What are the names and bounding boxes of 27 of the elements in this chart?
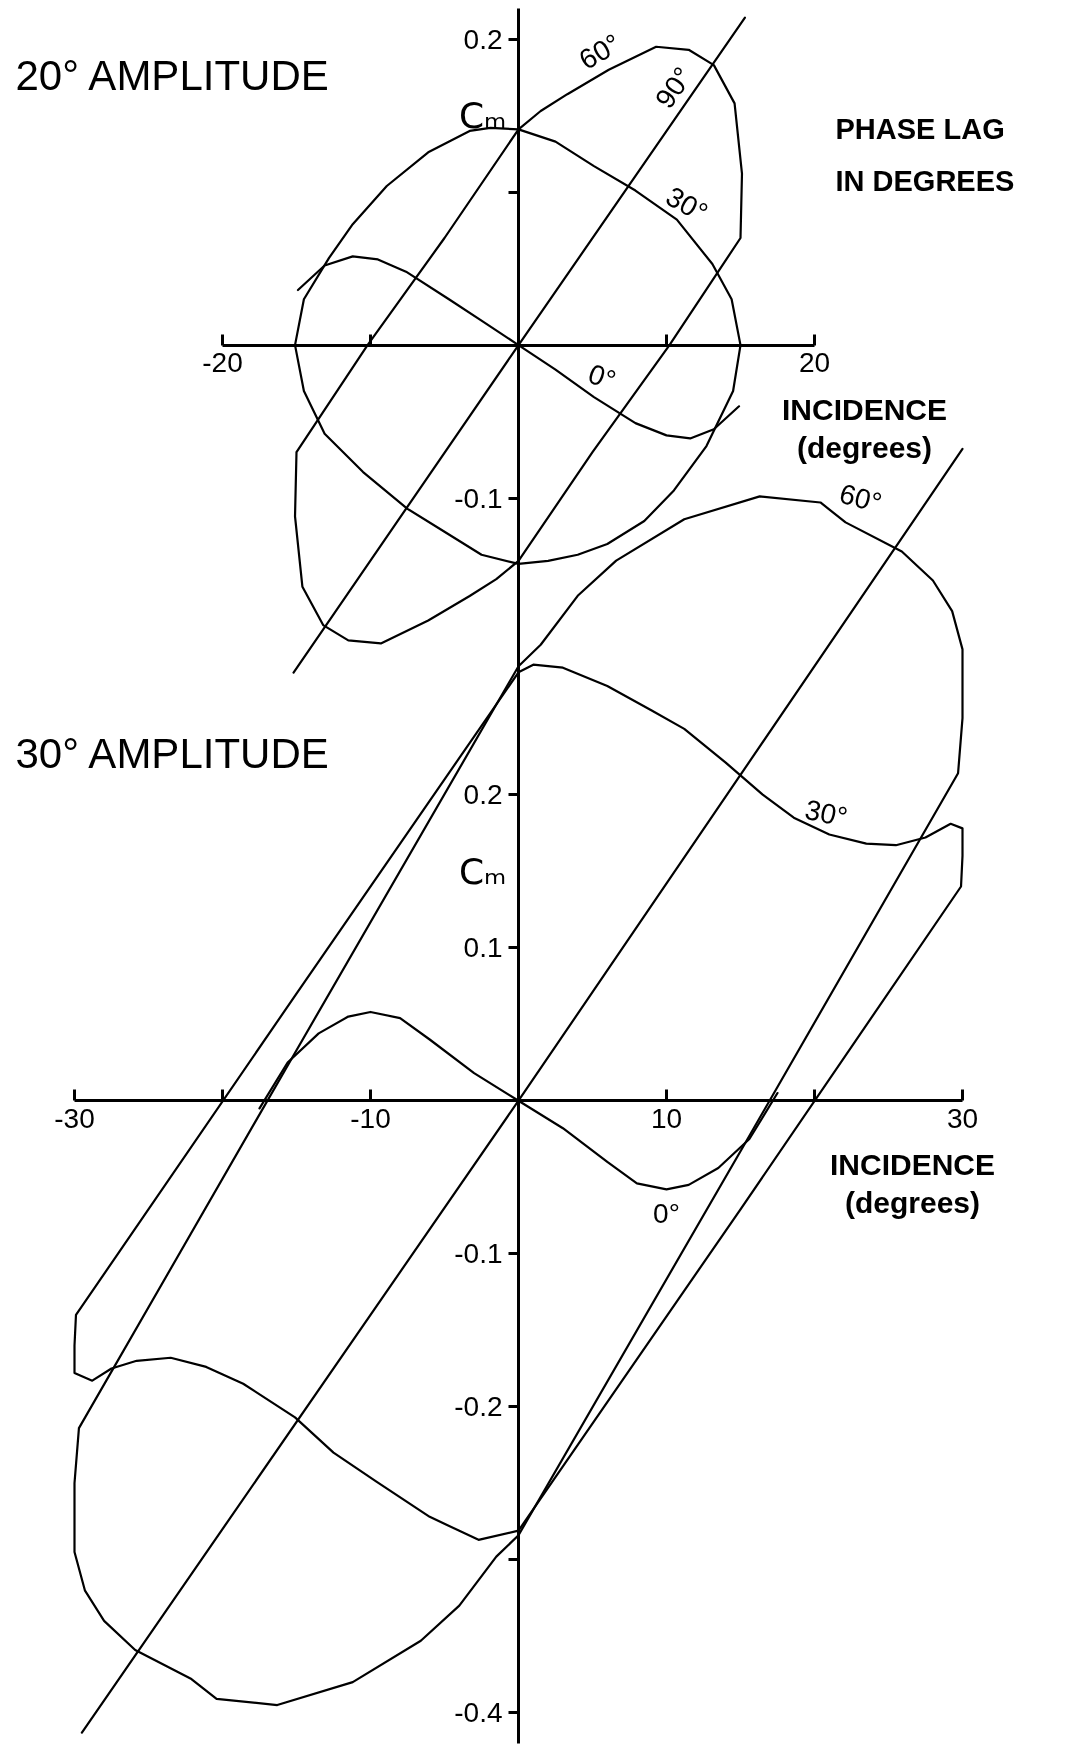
y-axis-title: Cₘ — [458, 95, 507, 137]
y-tick-label: -0.4 — [454, 1697, 503, 1729]
text: 0° — [584, 357, 620, 397]
y-tick-label: -0.2 — [454, 1391, 503, 1423]
y-tick-label: 0.2 — [463, 779, 503, 811]
x-axis-title: INCIDENCE (degrees) — [781, 392, 948, 464]
x-tick-label: 10 — [650, 1102, 683, 1134]
x-axis-title: INCIDENCE (degrees) — [829, 1148, 996, 1220]
text: 30° — [660, 180, 713, 229]
x-tick-label: -20 — [202, 347, 243, 379]
text: 60° — [836, 477, 886, 519]
text: 20° AMPLITUDE — [15, 52, 329, 99]
text: PHASE LAG IN DEGREES — [835, 112, 1015, 197]
text: 30° AMPLITUDE — [15, 730, 329, 777]
series-label: 0° — [653, 1197, 680, 1229]
y-axis-title: Cₘ — [458, 850, 507, 892]
x-tick-label: 20 — [798, 347, 831, 379]
y-tick-label: 0.1 — [463, 932, 503, 964]
x-tick-label: 30 — [946, 1102, 979, 1134]
text: 90° — [649, 61, 699, 114]
x-tick-label: -30 — [54, 1102, 95, 1134]
text: 30° — [802, 793, 851, 834]
text: 60° — [573, 27, 626, 76]
y-tick-label: 0.2 — [463, 23, 503, 55]
x-tick-label: -10 — [350, 1102, 391, 1134]
y-tick-label: -0.1 — [454, 1238, 503, 1270]
y-tick-label: -0.1 — [454, 482, 503, 514]
